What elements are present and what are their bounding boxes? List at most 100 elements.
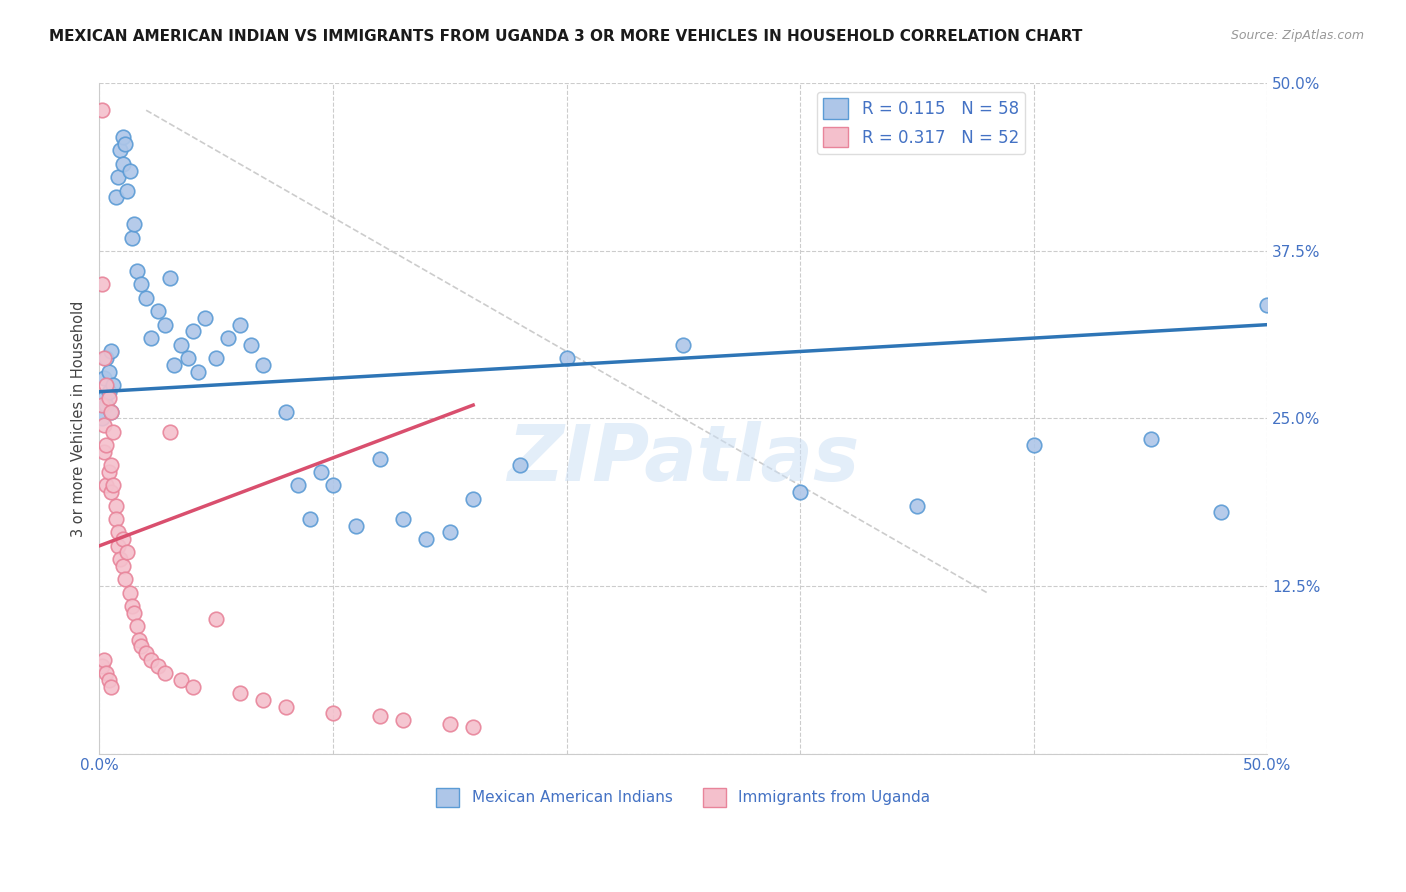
Point [170, 338, 193, 352]
Point [205, 351, 228, 366]
Point [1139, 432, 1161, 446]
Point [93, 351, 115, 366]
Point [287, 478, 309, 492]
Point [107, 525, 129, 540]
Point [392, 512, 415, 526]
Point [97, 465, 120, 479]
Point [344, 518, 367, 533]
Point [100, 485, 122, 500]
Point [96, 351, 118, 366]
Point [100, 458, 122, 473]
Point [139, 331, 162, 345]
Point [252, 693, 274, 707]
Point [124, 606, 146, 620]
Point [298, 512, 321, 526]
Point [1256, 297, 1278, 311]
Point [96, 666, 118, 681]
Point [93, 418, 115, 433]
Point [463, 491, 485, 506]
Point [100, 680, 122, 694]
Point [93, 392, 115, 406]
Point [97, 365, 120, 379]
Point [217, 331, 239, 345]
Point [159, 270, 181, 285]
Point [905, 499, 928, 513]
Text: Source: ZipAtlas.com: Source: ZipAtlas.com [1230, 29, 1364, 42]
Point [125, 264, 148, 278]
Point [228, 686, 250, 700]
Point [118, 585, 141, 599]
Point [509, 458, 531, 473]
Point [163, 358, 186, 372]
Point [90, 659, 112, 673]
Point [205, 613, 228, 627]
Point [177, 351, 200, 366]
Point [114, 136, 136, 151]
Point [131, 277, 153, 292]
Point [139, 653, 162, 667]
Point [107, 539, 129, 553]
Point [153, 666, 176, 681]
Point [146, 304, 169, 318]
Point [90, 277, 112, 292]
Point [1209, 505, 1232, 519]
Point [170, 673, 193, 687]
Point [100, 405, 122, 419]
Point [135, 646, 157, 660]
Point [90, 103, 112, 118]
Point [311, 465, 333, 479]
Point [103, 478, 125, 492]
Point [181, 680, 204, 694]
Point [1022, 438, 1045, 452]
Point [193, 310, 215, 325]
Point [135, 291, 157, 305]
Point [96, 438, 118, 452]
Point [103, 425, 125, 439]
Point [100, 405, 122, 419]
Point [121, 599, 143, 613]
Point [392, 713, 415, 727]
Point [322, 478, 344, 492]
Point [90, 411, 112, 425]
Point [276, 405, 298, 419]
Point [439, 525, 461, 540]
Point [110, 552, 132, 566]
Point [128, 632, 150, 647]
Point [439, 717, 461, 731]
Point [124, 217, 146, 231]
Point [240, 338, 263, 352]
Point [121, 230, 143, 244]
Point [186, 365, 208, 379]
Point [111, 532, 134, 546]
Point [463, 720, 485, 734]
Point [228, 318, 250, 332]
Point [153, 318, 176, 332]
Point [97, 384, 120, 399]
Point [104, 190, 127, 204]
Point [789, 485, 811, 500]
Point [415, 532, 437, 546]
Point [111, 157, 134, 171]
Point [125, 619, 148, 633]
Text: ZIPatlas: ZIPatlas [508, 421, 859, 497]
Point [368, 451, 391, 466]
Point [100, 344, 122, 359]
Text: MEXICAN AMERICAN INDIAN VS IMMIGRANTS FROM UGANDA 3 OR MORE VEHICLES IN HOUSEHOL: MEXICAN AMERICAN INDIAN VS IMMIGRANTS FR… [49, 29, 1083, 44]
Point [97, 392, 120, 406]
Point [118, 163, 141, 178]
Point [117, 545, 139, 559]
Point [93, 445, 115, 459]
Point [96, 478, 118, 492]
Point [96, 398, 118, 412]
Point [111, 558, 134, 573]
Point [276, 699, 298, 714]
Point [555, 351, 578, 366]
Point [368, 709, 391, 723]
Point [672, 338, 695, 352]
Legend: Mexican American Indians, Immigrants from Uganda: Mexican American Indians, Immigrants fro… [430, 782, 936, 813]
Point [181, 324, 204, 338]
Point [104, 499, 127, 513]
Point [93, 371, 115, 385]
Point [110, 144, 132, 158]
Y-axis label: 3 or more Vehicles in Household: 3 or more Vehicles in Household [72, 301, 86, 537]
